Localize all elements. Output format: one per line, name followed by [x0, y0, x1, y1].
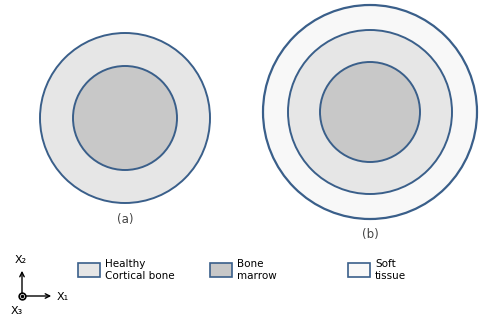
Circle shape [288, 30, 452, 194]
Text: X₂: X₂ [15, 255, 27, 265]
Circle shape [320, 62, 420, 162]
Bar [348, 263, 370, 277]
Bar [78, 263, 100, 277]
Text: Soft
tissue: Soft tissue [375, 259, 406, 281]
Text: Bone
marrow: Bone marrow [237, 259, 277, 281]
Text: (a): (a) [117, 213, 133, 226]
Text: (b): (b) [362, 228, 378, 241]
Text: Healthy
Cortical bone: Healthy Cortical bone [105, 259, 174, 281]
Circle shape [40, 33, 210, 203]
Circle shape [73, 66, 177, 170]
Text: X₁: X₁ [57, 292, 69, 302]
Text: X₃: X₃ [11, 306, 23, 316]
Bar [210, 263, 232, 277]
Circle shape [263, 5, 477, 219]
